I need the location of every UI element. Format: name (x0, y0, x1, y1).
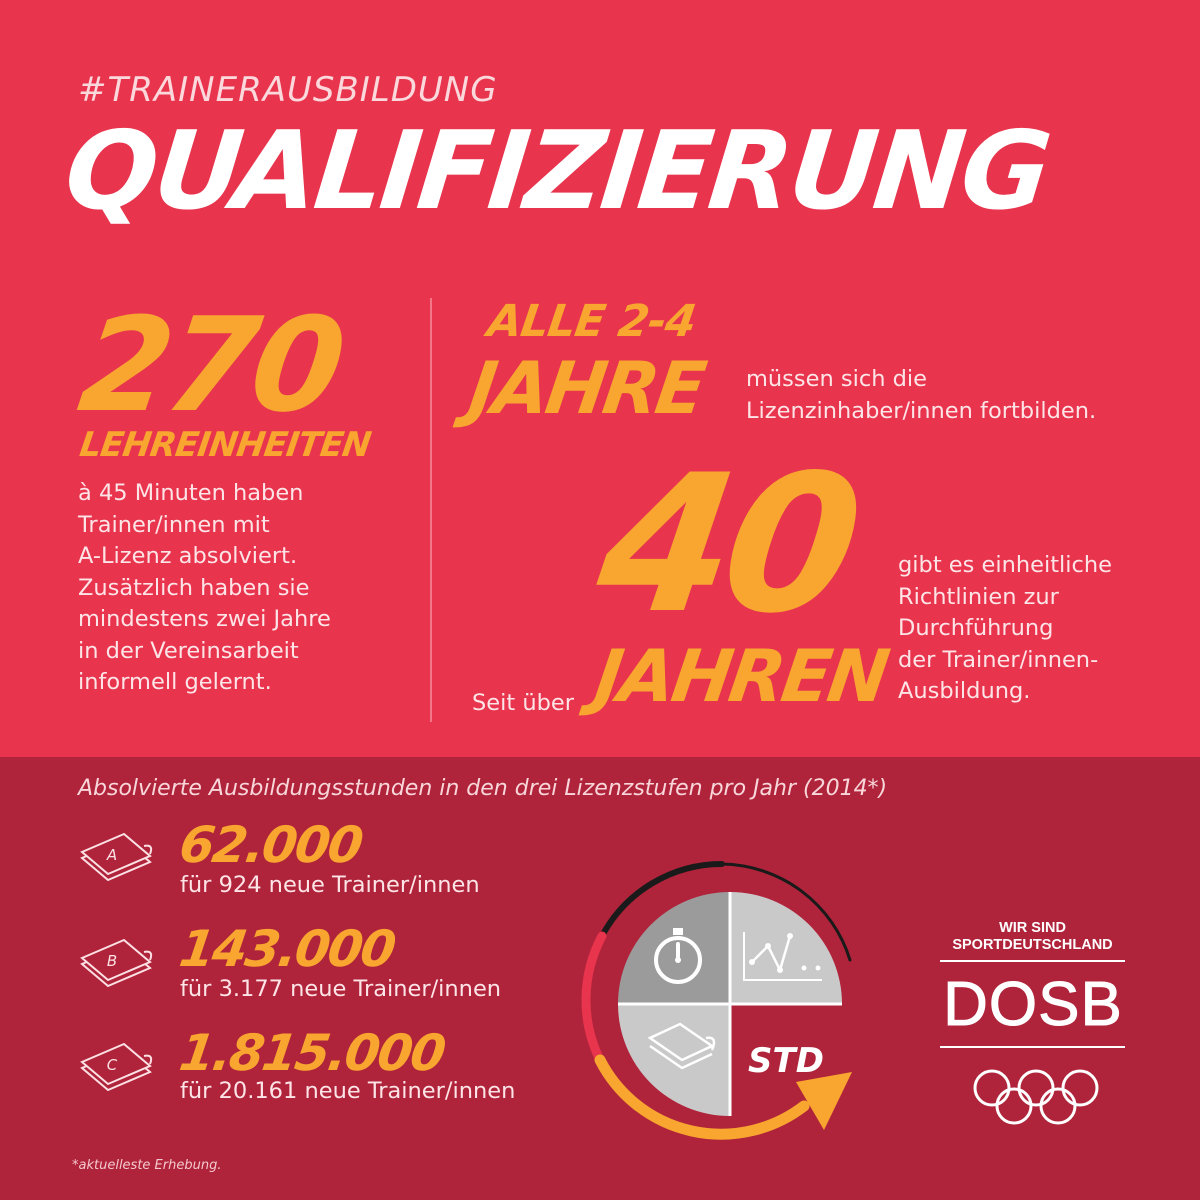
top-panel (0, 0, 1200, 757)
logo-tagline-2: SPORTDEUTSCHLAND (952, 937, 1113, 953)
jahren-label: JAHREN (590, 634, 892, 718)
book-icon (647, 1022, 716, 1070)
license-a-sub: für 924 neue Trainer/innen (180, 872, 480, 898)
headline: QUALIFIZIERUNG (59, 109, 1054, 234)
ring-orange (594, 1054, 810, 1140)
footnote: *aktuelleste Erhebung. (72, 1158, 222, 1173)
text-line: gibt es einheitliche (898, 552, 1113, 578)
bottom-panel (0, 757, 1200, 1200)
dosb-logo: WIR SIND SPORTDEUTSCHLAND DOSB (930, 914, 1130, 1144)
ring-black-right (720, 862, 852, 962)
forty-number: 40 (586, 434, 867, 655)
text-line: mindestens zwei Jahre (78, 606, 331, 632)
license-b-icon: B (80, 938, 153, 988)
text-line: der Trainer/innen- (898, 646, 1099, 673)
hashtag: #TRAINERAUSBILDUNG (78, 70, 498, 110)
license-b-sub: für 3.177 neue Trainer/innen (180, 976, 502, 1002)
logo-rule-bottom (940, 1046, 1125, 1048)
fortbildung-text: müssen sich die Lizenzinhaber/innen fort… (746, 364, 1166, 427)
text-line: Zusätzlich haben sie (78, 574, 310, 601)
lehreinheiten-label: LEHREINHEITEN (77, 425, 373, 465)
alle-jahre-line1: ALLE 2-4 (484, 296, 699, 347)
olympic-rings-icon (973, 1069, 1099, 1125)
logo-wordmark: DOSB (943, 970, 1123, 1039)
license-b-value: 143.000 (175, 920, 398, 978)
quadrant-book (618, 1004, 730, 1116)
vertical-divider (430, 298, 432, 722)
text-line: à 45 Minuten haben (78, 480, 304, 506)
bottom-caption: Absolvierte Ausbildungsstunden in den dr… (78, 776, 888, 801)
logo-tagline-1: WIR SIND (999, 920, 1066, 936)
text-line: informell gelernt. (78, 669, 272, 695)
seit-ueber-label: Seit über (472, 690, 574, 716)
ring-red (581, 931, 607, 1065)
hours-clock-graphic: STD (581, 861, 852, 1140)
logo-tagline: WIR SIND SPORTDEUTSCHLAND (940, 920, 1125, 954)
text-line: Richtlinien zur (898, 583, 1059, 610)
lehreinheiten-number: 270 (71, 289, 350, 441)
license-letter: A (106, 846, 117, 864)
text-line: Lizenzinhaber/innen fortbilden. (746, 397, 1097, 424)
license-a-icon: A (80, 832, 153, 882)
license-c-value: 1.815.000 (175, 1024, 448, 1082)
license-letter: C (107, 1056, 118, 1074)
ring-black (599, 861, 725, 939)
license-c-sub: für 20.161 neue Trainer/innen (180, 1078, 516, 1104)
text-line: müssen sich die (746, 366, 928, 392)
license-letter: B (107, 952, 117, 970)
quadrant-stopwatch (618, 892, 730, 1004)
text-line: Trainer/innen mit (78, 511, 270, 538)
richtlinien-text: gibt es einheitliche Richtlinien zur Dur… (898, 550, 1158, 708)
license-c-icon: C (80, 1042, 153, 1092)
line-graph-icon (743, 932, 822, 981)
text-line: A-Lizenz absolviert. (78, 543, 298, 569)
clock-label: STD (748, 1041, 824, 1081)
license-a-value: 62.000 (175, 816, 366, 874)
text-line: Ausbildung. (898, 678, 1031, 704)
stopwatch-icon (654, 928, 702, 984)
alle-jahre-line2: JAHRE (464, 346, 709, 430)
lehreinheiten-text: à 45 Minuten haben Trainer/innen mit A-L… (78, 478, 408, 699)
arrow-head (796, 1072, 852, 1130)
text-line: in der Vereinsarbeit (78, 637, 299, 664)
text-line: Durchführung (898, 615, 1054, 641)
logo-rule-top (940, 960, 1125, 962)
